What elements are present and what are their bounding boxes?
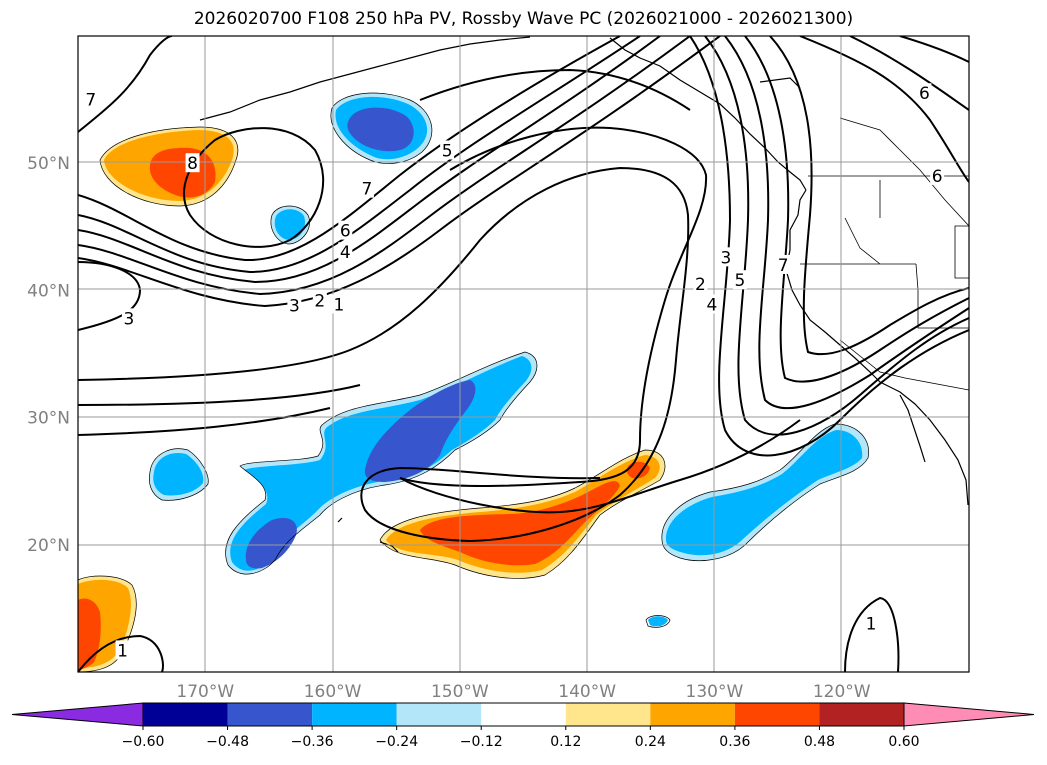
contour-label-background	[331, 294, 346, 314]
colorbar-box	[481, 703, 566, 726]
latitude-labels: 20°N 30°N 40°N 50°N	[27, 154, 70, 556]
colorbar-tick-label: 0.48	[804, 734, 835, 750]
colorbar-extend-high	[903, 702, 1035, 727]
contour-label: 2	[314, 292, 325, 312]
shade-negative-west	[153, 452, 204, 496]
contour-label-background	[338, 242, 353, 262]
contour-label-background	[732, 270, 747, 290]
colorbar-boxes	[11, 702, 1035, 727]
contour-label: 5	[442, 141, 453, 161]
pv-shading	[78, 93, 869, 672]
contour-label-background	[185, 153, 200, 173]
colorbar-box	[650, 703, 735, 726]
shade-negative-tiny	[648, 616, 668, 627]
colorbar-tick-label: 0.12	[550, 734, 581, 750]
contour-label: 6	[340, 222, 351, 242]
lon-tick-label: 170°W	[176, 682, 234, 700]
lon-tick-label: 150°W	[431, 682, 489, 700]
shade-outlines	[78, 92, 870, 672]
colorbar-tick-label: 0.60	[888, 734, 919, 750]
lon-tick-label: 130°W	[686, 682, 744, 700]
shade-positive-central-core	[420, 481, 620, 566]
map-frame	[77, 35, 970, 673]
colorbar-outline	[142, 702, 905, 727]
contour-label-background	[440, 140, 455, 160]
contour-label-background	[359, 178, 374, 198]
lat-tick-label: 50°N	[27, 154, 70, 174]
shade-negative-north-core	[347, 107, 414, 152]
colorbar-tick-label: −0.48	[206, 734, 249, 750]
contour-label-background	[693, 274, 708, 294]
shade-negative-central-core-2	[245, 517, 297, 569]
shade-negative-central-core-1	[364, 380, 476, 482]
contour-label-background	[83, 89, 98, 109]
contour-label: 6	[932, 167, 943, 187]
contour-label: 1	[117, 641, 128, 661]
longitude-labels: 170°W 160°W 150°W 140°W 130°W 120°W	[176, 682, 870, 700]
contour-label-background	[121, 308, 136, 328]
contour-label: 8	[187, 154, 198, 174]
contour-label: 1	[334, 295, 345, 315]
contour-label-background	[917, 83, 932, 103]
contour-label: 7	[85, 91, 96, 111]
contour-label-background	[930, 165, 945, 185]
contour-label: 7	[778, 256, 789, 276]
contour-label: 2	[695, 275, 706, 295]
contour-label-background	[863, 613, 878, 633]
colorbar-box	[143, 703, 228, 726]
lon-tick-label: 160°W	[304, 682, 362, 700]
contour-label-background	[312, 290, 327, 310]
colorbar-tick-label: −0.60	[122, 734, 165, 750]
contour-label-background	[704, 294, 719, 314]
contour-label-background	[115, 640, 130, 660]
shade-negative-small	[274, 209, 306, 240]
contour-label: 7	[362, 180, 373, 200]
contour-label: 1	[866, 615, 877, 635]
coastlines	[199, 36, 969, 553]
colorbar-extend-low	[11, 702, 144, 727]
colorbar-box	[396, 703, 482, 726]
pv-contours	[78, 36, 969, 672]
colorbar-tick-label: −0.36	[291, 734, 334, 750]
shade-negative-se	[665, 430, 863, 556]
shade-positive-sw-core	[78, 598, 101, 670]
plot-title: 2026020700 F108 250 hPa PV, Rossby Wave …	[193, 9, 854, 29]
gridlines	[78, 36, 969, 672]
colorbar-box	[312, 703, 397, 726]
colorbar-box	[734, 703, 820, 726]
contour-label-background	[718, 247, 733, 267]
colorbar-box	[565, 703, 651, 726]
colorbar-tick-label: −0.24	[375, 734, 418, 750]
colorbar-box	[227, 703, 313, 726]
lat-tick-label: 20°N	[27, 536, 70, 556]
colorbar-tick-label: 0.24	[635, 734, 666, 750]
colorbar-box	[819, 703, 904, 726]
contour-label: 4	[340, 243, 351, 263]
contour-label: 4	[706, 295, 717, 315]
contour-label: 5	[734, 271, 745, 291]
lat-tick-label: 30°N	[27, 409, 70, 429]
contour-label: 3	[124, 309, 135, 329]
contour-label: 6	[919, 84, 930, 104]
contour-label: 3	[720, 248, 731, 268]
contour-label-background	[338, 220, 353, 240]
colorbar-tick-label: −0.12	[460, 734, 503, 750]
contour-label: 3	[289, 297, 300, 317]
lat-tick-label: 40°N	[27, 281, 70, 301]
colorbar-tick-label: 0.36	[719, 734, 750, 750]
contour-label-background	[287, 295, 302, 315]
lon-tick-label: 120°W	[813, 682, 871, 700]
contour-label-background	[776, 254, 791, 274]
lon-tick-label: 140°W	[558, 682, 616, 700]
colorbar-labels: −0.60 −0.48 −0.36 −0.24 −0.12 0.12 0.24 0.36 0.4…	[122, 726, 920, 750]
borders	[800, 117, 969, 391]
